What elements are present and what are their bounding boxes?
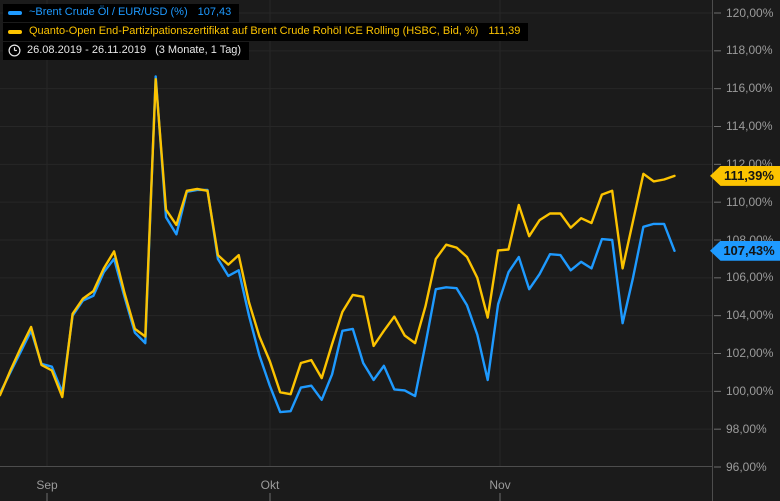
y-axis-label: 106,00% — [726, 270, 774, 285]
month-label-okt: Okt — [260, 478, 280, 492]
month-label-sep: Sep — [36, 478, 58, 492]
certificate-line[interactable] — [0, 77, 676, 399]
period-range: 26.08.2019 - 26.11.2019 — [27, 44, 147, 56]
legend-item-brent[interactable]: ~Brent Crude Öl / EUR/USD (%) 107,43 — [3, 4, 240, 22]
legend-period-row: 26.08.2019 - 26.11.2019 (3 Monate, 1 Tag… — [3, 42, 250, 60]
y-axis-label: 118,00% — [726, 43, 773, 58]
y-axis-label: 114,00% — [726, 119, 773, 133]
certificate-series-label: Quanto-Open End-Partizipationszertifikat… — [29, 25, 479, 37]
y-axis-ticks — [714, 12, 721, 468]
x-axis-ticks — [46, 493, 501, 501]
y-axis-label: 116,00% — [726, 81, 773, 96]
month-label-nov: Nov — [489, 478, 511, 492]
period-detail: (3 Monate, 1 Tag) — [155, 44, 242, 56]
y-axis-label: 120,00% — [726, 5, 774, 20]
y-axis-label: 100,00% — [726, 383, 774, 398]
brent-crude-line[interactable] — [0, 75, 676, 414]
legend: ~Brent Crude Öl / EUR/USD (%) 107,43 Qua… — [3, 4, 529, 61]
certificate-value-badge: 111,39% — [710, 165, 780, 186]
y-axis-label: 104,00% — [726, 308, 774, 323]
legend-item-certificate[interactable]: Quanto-Open End-Partizipationszertifikat… — [3, 23, 529, 41]
y-axis-label: 110,00% — [726, 194, 773, 209]
brent-series-label: ~Brent Crude Öl / EUR/USD (%) — [29, 6, 188, 18]
brent-series-value: 107,43 — [197, 6, 232, 18]
y-axis-label: 98,00% — [726, 421, 767, 436]
brent-value-badge: 107,43% — [710, 240, 780, 261]
clock-icon — [8, 44, 21, 57]
certificate-series-swatch-icon — [8, 29, 22, 34]
y-axis-label: 96,00% — [726, 459, 767, 474]
horizontal-gridlines — [0, 12, 712, 430]
certificate-series-value: 111,39 — [488, 25, 521, 37]
y-axis-label: 102,00% — [726, 346, 774, 360]
brent-series-swatch-icon — [8, 10, 22, 15]
